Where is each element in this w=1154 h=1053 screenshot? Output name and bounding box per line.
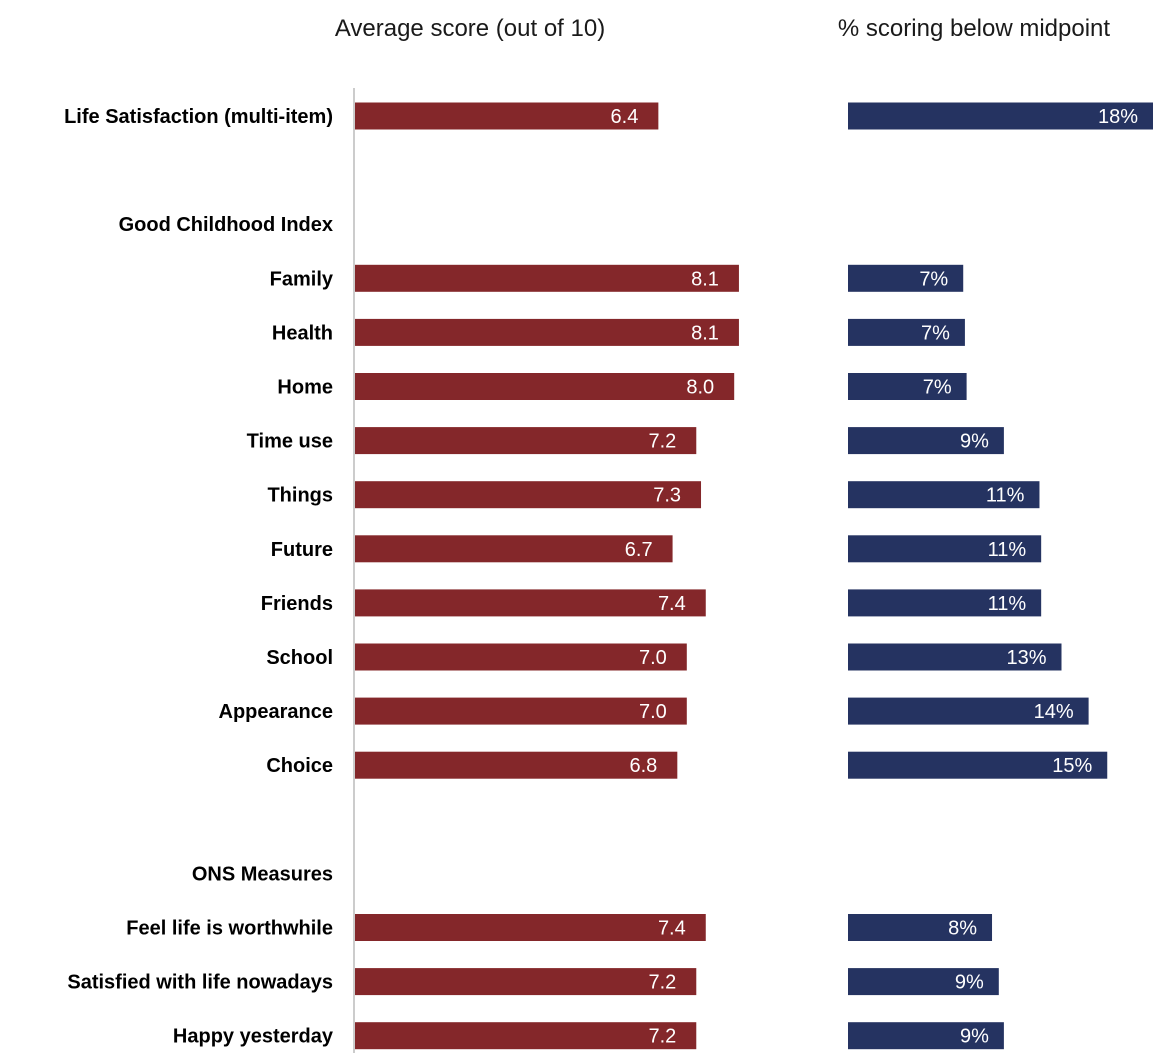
score-label-feel-life-is-worthwhile: 7.4 xyxy=(658,918,686,940)
pct-label-satisfied-with-life-nowadays: 9% xyxy=(955,972,984,994)
score-bar-choice xyxy=(355,751,678,779)
panel-title-below-midpoint: % scoring below midpoint xyxy=(838,15,1110,42)
category-label-happy-yesterday: Happy yesterday xyxy=(173,1026,334,1048)
category-label-life-satisfaction-multi-item: Life Satisfaction (multi-item) xyxy=(64,106,333,128)
score-label-life-satisfaction-multi-item: 6.4 xyxy=(611,106,639,128)
pct-label-life-satisfaction-multi-item: 18% xyxy=(1098,106,1138,128)
score-bar-things xyxy=(355,481,702,509)
category-label-home: Home xyxy=(277,377,333,399)
category-label-feel-life-is-worthwhile: Feel life is worthwhile xyxy=(126,918,333,940)
category-label-future: Future xyxy=(271,539,333,561)
pct-label-choice: 15% xyxy=(1052,755,1092,777)
category-label-school: School xyxy=(266,647,333,669)
pct-bar-health xyxy=(848,318,965,346)
score-bar-appearance xyxy=(355,697,687,725)
group-heading-ons-measures: ONS Measures xyxy=(192,863,333,885)
score-bar-feel-life-is-worthwhile xyxy=(355,914,706,941)
score-bar-future xyxy=(355,535,673,563)
score-label-happy-yesterday: 7.2 xyxy=(648,1026,676,1048)
score-bar-satisfied-with-life-nowadays xyxy=(355,968,697,996)
category-label-friends: Friends xyxy=(261,593,333,615)
category-label-things: Things xyxy=(267,485,333,507)
score-bar-friends xyxy=(355,589,706,617)
pct-label-school: 13% xyxy=(1006,647,1046,669)
score-label-friends: 7.4 xyxy=(658,593,686,615)
category-label-time-use: Time use xyxy=(247,431,333,453)
score-label-home: 8.0 xyxy=(686,377,714,399)
pct-bar-friends xyxy=(848,589,1042,617)
category-label-health: Health xyxy=(272,322,333,344)
pct-bar-future xyxy=(848,535,1042,563)
score-label-future: 6.7 xyxy=(625,539,653,561)
pct-bar-time-use xyxy=(848,427,1004,455)
pct-label-friends: 11% xyxy=(988,593,1027,615)
score-label-choice: 6.8 xyxy=(630,755,658,777)
category-label-family: Family xyxy=(270,268,334,290)
score-bar-happy-yesterday xyxy=(355,1022,697,1050)
score-label-appearance: 7.0 xyxy=(639,701,667,723)
pct-bar-appearance xyxy=(848,697,1089,725)
pct-label-feel-life-is-worthwhile: 8% xyxy=(948,918,977,940)
score-label-family: 8.1 xyxy=(691,268,719,290)
score-label-health: 8.1 xyxy=(691,322,719,344)
pct-bar-happy-yesterday xyxy=(848,1022,1004,1050)
score-bar-life-satisfaction-multi-item xyxy=(355,102,659,130)
score-bar-family xyxy=(355,264,739,292)
score-bar-health xyxy=(355,318,739,346)
category-label-satisfied-with-life-nowadays: Satisfied with life nowadays xyxy=(67,972,333,994)
pct-label-time-use: 9% xyxy=(960,431,989,453)
category-label-choice: Choice xyxy=(266,755,333,777)
pct-label-home: 7% xyxy=(923,377,952,399)
group-heading-good-childhood-index: Good Childhood Index xyxy=(119,214,333,236)
score-bar-home xyxy=(355,373,735,400)
score-bar-time-use xyxy=(355,427,697,455)
pct-label-appearance: 14% xyxy=(1034,701,1074,723)
pct-label-future: 11% xyxy=(988,539,1027,561)
pct-bar-life-satisfaction-multi-item xyxy=(848,102,1153,130)
score-label-satisfied-with-life-nowadays: 7.2 xyxy=(648,972,676,994)
pct-bar-things xyxy=(848,481,1040,509)
pct-bar-feel-life-is-worthwhile xyxy=(848,914,993,941)
pct-bar-home xyxy=(848,373,967,400)
pct-label-health: 7% xyxy=(921,322,950,344)
panel-title-average-score: Average score (out of 10) xyxy=(335,15,605,42)
pct-label-things: 11% xyxy=(986,485,1025,507)
pct-bar-school xyxy=(848,643,1062,671)
pct-bar-choice xyxy=(848,751,1108,779)
pct-bar-satisfied-with-life-nowadays xyxy=(848,968,999,996)
pct-label-family: 7% xyxy=(919,268,948,290)
score-label-time-use: 7.2 xyxy=(648,431,676,453)
chart-rows: Life Satisfaction (multi-item) 6.4 18% Good… xyxy=(64,102,1153,1050)
score-label-school: 7.0 xyxy=(639,647,667,669)
pct-bar-family xyxy=(848,264,964,292)
category-label-appearance: Appearance xyxy=(219,701,334,723)
pct-label-happy-yesterday: 9% xyxy=(960,1026,989,1048)
score-bar-school xyxy=(355,643,687,671)
score-label-things: 7.3 xyxy=(653,485,681,507)
